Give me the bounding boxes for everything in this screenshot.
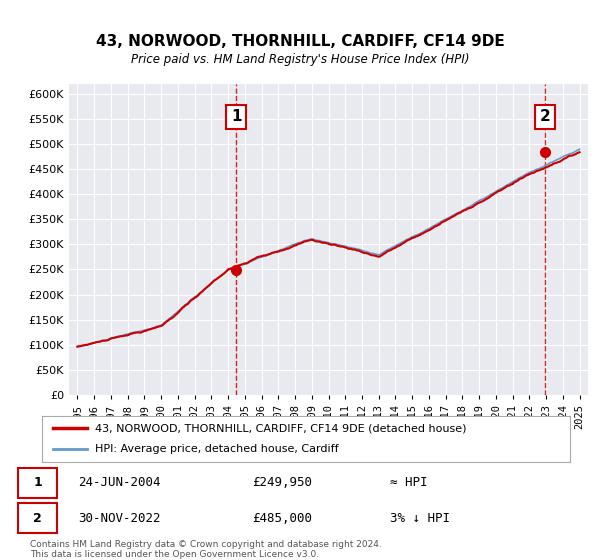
FancyBboxPatch shape <box>18 468 57 498</box>
Text: 43, NORWOOD, THORNHILL, CARDIFF, CF14 9DE (detached house): 43, NORWOOD, THORNHILL, CARDIFF, CF14 9D… <box>95 423 466 433</box>
Text: £249,950: £249,950 <box>252 477 312 489</box>
Text: HPI: Average price, detached house, Cardiff: HPI: Average price, detached house, Card… <box>95 445 338 455</box>
Text: ≈ HPI: ≈ HPI <box>390 477 427 489</box>
Text: 3% ↓ HPI: 3% ↓ HPI <box>390 511 450 525</box>
Text: 2: 2 <box>34 511 42 525</box>
Text: 30-NOV-2022: 30-NOV-2022 <box>78 511 161 525</box>
Text: £485,000: £485,000 <box>252 511 312 525</box>
Text: 1: 1 <box>231 109 241 124</box>
Text: 24-JUN-2004: 24-JUN-2004 <box>78 477 161 489</box>
Text: This data is licensed under the Open Government Licence v3.0.: This data is licensed under the Open Gov… <box>30 550 319 559</box>
Text: Contains HM Land Registry data © Crown copyright and database right 2024.: Contains HM Land Registry data © Crown c… <box>30 540 382 549</box>
Text: 2: 2 <box>539 109 550 124</box>
Text: 1: 1 <box>34 477 42 489</box>
Text: 43, NORWOOD, THORNHILL, CARDIFF, CF14 9DE: 43, NORWOOD, THORNHILL, CARDIFF, CF14 9D… <box>95 35 505 49</box>
Text: Price paid vs. HM Land Registry's House Price Index (HPI): Price paid vs. HM Land Registry's House … <box>131 53 469 67</box>
FancyBboxPatch shape <box>18 503 57 533</box>
